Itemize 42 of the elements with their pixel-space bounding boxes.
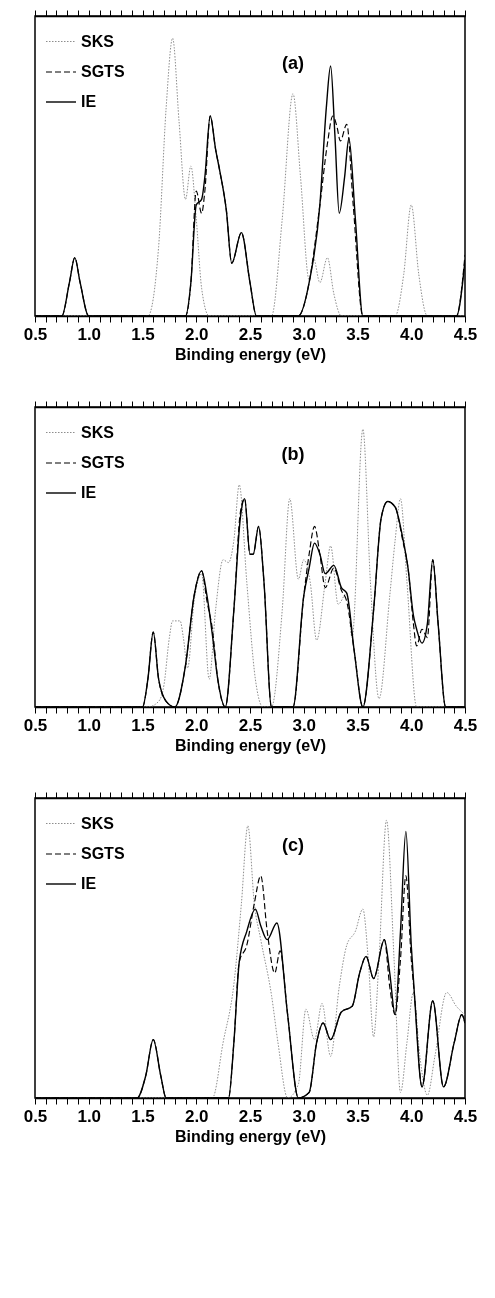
x-tick-label: 4.5 <box>453 1106 478 1126</box>
x-tick-label: 4.5 <box>453 324 478 344</box>
x-tick-label: 3.0 <box>292 715 317 735</box>
x-tick-label: 3.0 <box>292 324 317 344</box>
x-axis-title: Binding energy (eV) <box>174 345 327 363</box>
annotation: (a) <box>282 53 304 73</box>
legend-label: IE <box>81 93 97 110</box>
x-tick-label: 1.5 <box>131 324 155 344</box>
x-tick-label: 2.0 <box>184 324 209 344</box>
x-tick-label: 1.5 <box>131 715 155 735</box>
x-tick-label: 4.5 <box>453 715 478 735</box>
x-tick-label: 3.0 <box>292 1106 317 1126</box>
x-tick-label: 2.5 <box>238 324 263 344</box>
x-tick-label: 1.0 <box>77 324 102 344</box>
legend-label: IE <box>81 875 97 892</box>
x-tick-label: 3.5 <box>346 715 370 735</box>
x-tick-label: 4.0 <box>399 1106 424 1126</box>
annotation: (b) <box>281 444 305 464</box>
x-tick-label: 0.5 <box>23 1106 48 1126</box>
x-tick-label: 2.0 <box>184 1106 209 1126</box>
legend-label: SGTS <box>81 63 125 80</box>
x-tick-label: 0.5 <box>23 324 48 344</box>
x-tick-label: 2.0 <box>184 715 209 735</box>
annotation: (c) <box>282 835 304 855</box>
legend-label: SGTS <box>81 454 125 471</box>
x-tick-label: 3.5 <box>346 1106 370 1126</box>
x-tick-label: 1.5 <box>131 1106 155 1126</box>
legend-label: IE <box>81 484 97 501</box>
x-tick-label: 4.0 <box>399 715 424 735</box>
x-tick-label: 1.0 <box>77 1106 102 1126</box>
x-tick-label: 2.5 <box>238 1106 263 1126</box>
legend-label: SKS <box>81 814 115 832</box>
legend-label: SKS <box>81 32 115 50</box>
x-axis-title: Binding energy (eV) <box>174 736 327 754</box>
x-tick-label: 1.0 <box>77 715 102 735</box>
x-tick-label: 3.5 <box>346 324 370 344</box>
legend-label: SKS <box>81 423 115 441</box>
x-tick-label: 0.5 <box>23 715 48 735</box>
legend-label: SGTS <box>81 845 125 862</box>
x-tick-label: 4.0 <box>399 324 424 344</box>
x-tick-label: 2.5 <box>238 715 263 735</box>
x-axis-title: Binding energy (eV) <box>174 1127 327 1145</box>
